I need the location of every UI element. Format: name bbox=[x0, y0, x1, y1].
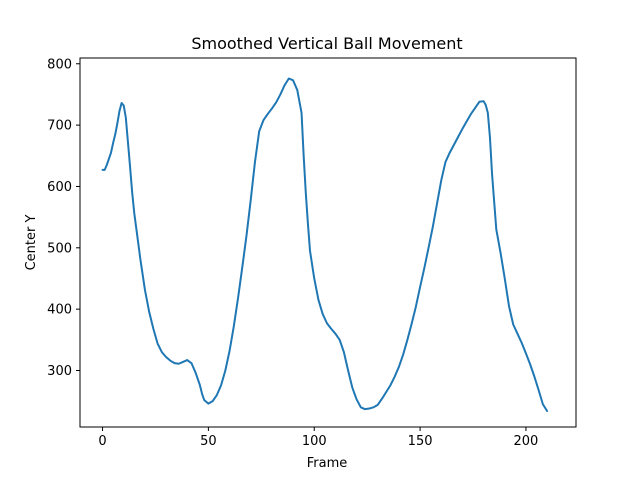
y-axis-ticks: 300 400 500 600 700 800 bbox=[47, 57, 80, 379]
x-tick-label: 200 bbox=[514, 434, 539, 449]
y-tick-label: 400 bbox=[47, 303, 72, 318]
y-tick-label: 700 bbox=[47, 119, 72, 134]
x-tick-label: 50 bbox=[200, 434, 217, 449]
series-line-0 bbox=[101, 77, 549, 412]
chart-title: Smoothed Vertical Ball Movement bbox=[191, 34, 462, 53]
axes-frame bbox=[79, 57, 577, 428]
x-axis-label: Frame bbox=[307, 456, 348, 471]
y-tick-label: 500 bbox=[47, 241, 72, 256]
y-tick-label: 800 bbox=[47, 57, 72, 72]
plot-area bbox=[101, 77, 549, 412]
x-tick-label: 100 bbox=[302, 434, 327, 449]
y-tick-label: 300 bbox=[47, 364, 72, 379]
y-tick-label: 600 bbox=[47, 180, 72, 195]
y-axis-label: Center Y bbox=[24, 215, 39, 271]
x-axis-ticks: 0 50 100 150 200 bbox=[98, 427, 538, 449]
x-tick-label: 150 bbox=[408, 434, 433, 449]
x-tick-label: 0 bbox=[98, 434, 106, 449]
